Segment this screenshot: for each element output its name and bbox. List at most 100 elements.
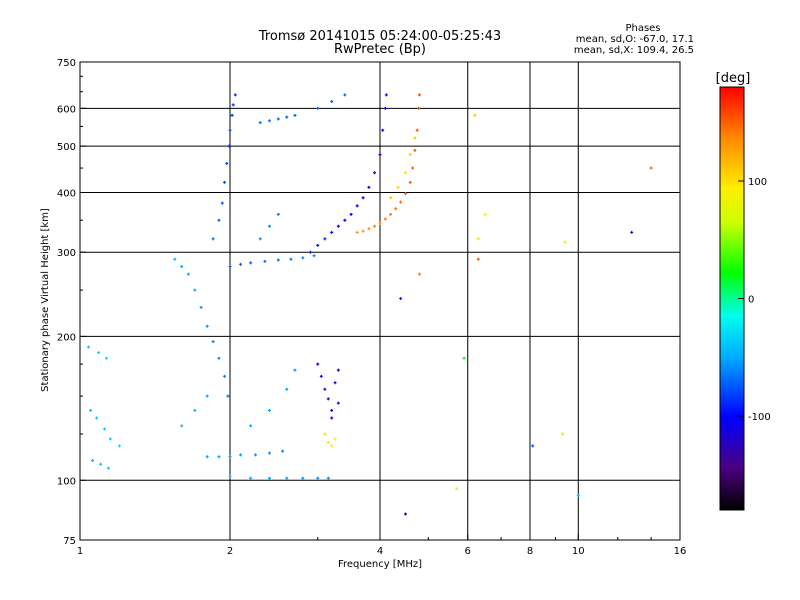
y-tick-label: 750 <box>57 58 76 69</box>
x-mode-point <box>649 166 653 170</box>
y-tick-label: 500 <box>57 142 76 153</box>
x-mode-point <box>408 153 412 157</box>
x-mode-point <box>361 229 365 233</box>
x-mode-point <box>383 217 387 221</box>
o-mode-point <box>249 261 253 265</box>
o-mode-point <box>89 408 93 412</box>
chart-subtitle: RwPretec (Bp) <box>334 42 426 57</box>
o-mode-point <box>205 324 209 328</box>
x-mode-point <box>403 192 407 196</box>
o-mode-point <box>276 117 280 121</box>
o-mode-point <box>99 462 103 466</box>
x-mode-point <box>394 207 398 211</box>
o-mode-point <box>239 262 243 266</box>
x-mode-point <box>367 227 371 231</box>
o-mode-point <box>293 368 297 372</box>
x-mode-point <box>563 240 567 244</box>
x-tick-label: 1 <box>77 546 83 557</box>
o-mode-point <box>226 394 230 398</box>
colorbar-tick-label: -100 <box>748 412 771 423</box>
x-mode-point <box>378 221 382 225</box>
o-mode-point <box>308 250 312 254</box>
o-mode-point <box>217 455 221 459</box>
o-mode-point <box>383 106 387 110</box>
o-mode-point <box>267 451 271 455</box>
o-mode-point <box>301 476 305 480</box>
o-mode-point <box>258 121 262 125</box>
x-mode-point <box>323 432 327 436</box>
o-mode-point <box>316 476 320 480</box>
x-mode-point <box>355 230 359 234</box>
o-mode-point <box>104 356 108 360</box>
x-tick-label: 6 <box>465 546 471 557</box>
o-mode-point <box>205 394 209 398</box>
y-tick-label: 400 <box>57 188 76 199</box>
o-mode-point <box>355 204 359 208</box>
o-mode-point <box>367 185 371 189</box>
o-mode-point <box>378 153 382 157</box>
x-tick-label: 8 <box>527 546 533 557</box>
colorbar-label: [deg] <box>716 71 751 86</box>
o-mode-point <box>91 458 95 462</box>
x-tick-label: 16 <box>674 546 687 557</box>
x-mode-point <box>476 237 480 241</box>
x-mode-point <box>411 166 415 170</box>
o-mode-point <box>267 408 271 412</box>
o-mode-point <box>384 93 388 97</box>
o-mode-point <box>293 113 297 117</box>
x-mode-point <box>417 93 421 97</box>
o-mode-point <box>220 201 224 205</box>
y-tick-label: 100 <box>57 476 76 487</box>
y-tick-label: 600 <box>57 104 76 115</box>
grid-lines <box>80 62 680 540</box>
x-mode-point <box>561 432 565 436</box>
x-mode-point <box>413 136 417 140</box>
stats-line-x: mean, sd,X: 109.4, 26.5 <box>574 45 694 56</box>
o-mode-point <box>285 476 289 480</box>
o-mode-point <box>95 416 99 420</box>
x-mode-point <box>399 200 403 204</box>
o-mode-point <box>316 243 320 247</box>
y-axis-label: Stationary phase Virtual Height [km] <box>40 208 51 392</box>
colorbar-tick-label: 0 <box>748 295 754 306</box>
o-mode-point <box>228 474 232 478</box>
o-mode-point <box>349 212 353 216</box>
o-mode-point <box>276 212 280 216</box>
o-mode-point <box>211 237 215 241</box>
x-mode-point <box>417 272 421 276</box>
x-mode-point <box>476 257 480 261</box>
o-mode-point <box>117 444 121 448</box>
o-mode-point <box>199 305 203 309</box>
x-tick-label: 2 <box>227 546 233 557</box>
o-mode-point <box>205 455 209 459</box>
o-mode-point <box>233 93 237 97</box>
o-mode-point <box>373 171 377 175</box>
o-mode-point <box>276 258 280 262</box>
x-mode-point <box>415 128 419 132</box>
o-mode-point <box>316 106 320 110</box>
y-tick-label: 75 <box>63 536 76 547</box>
o-mode-point <box>231 103 235 107</box>
o-mode-point <box>289 257 293 261</box>
x-mode-point <box>417 106 421 110</box>
o-mode-point <box>285 387 289 391</box>
x-mode-point <box>389 212 393 216</box>
o-mode-point <box>267 224 271 228</box>
o-mode-point <box>180 424 184 428</box>
x-mode-point <box>455 487 459 491</box>
x-tick-label: 4 <box>377 546 383 557</box>
x-axis-ticks: 1 2 4 6 8 10 16 <box>77 534 687 557</box>
x-mode-point <box>330 444 334 448</box>
o-mode-point <box>253 453 257 457</box>
o-mode-point <box>180 265 184 269</box>
o-mode-point <box>108 437 112 441</box>
o-mode-point <box>239 453 243 457</box>
x-mode-point <box>462 356 466 360</box>
x-mode-point <box>483 212 487 216</box>
o-mode-point <box>230 113 234 117</box>
chart-title: Tromsø 20141015 05:24:00-05:25:43 <box>258 29 501 44</box>
y-tick-label: 300 <box>57 248 76 259</box>
o-mode-point <box>326 397 330 401</box>
o-mode-point <box>399 297 403 301</box>
